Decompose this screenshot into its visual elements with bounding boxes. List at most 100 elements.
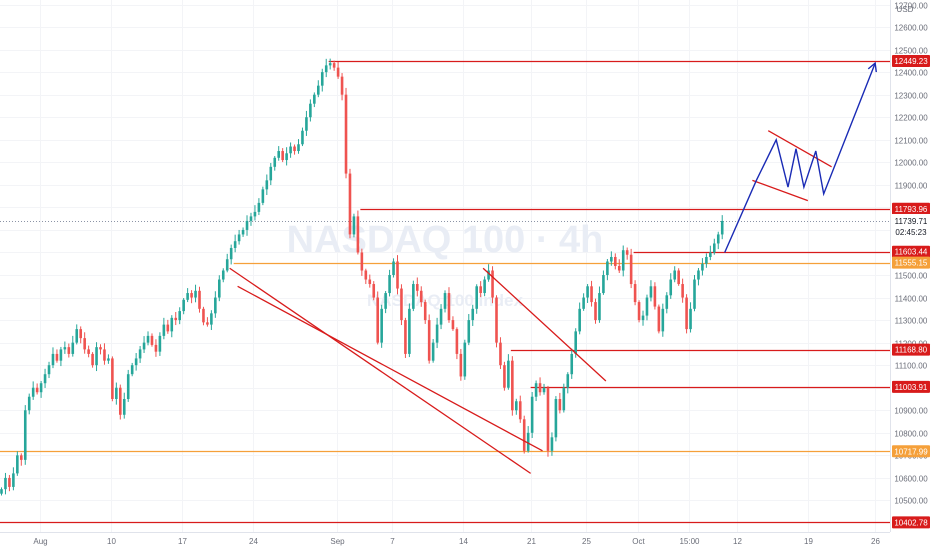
candle-body: [35, 387, 39, 393]
y-tick-label: 12400.00: [894, 69, 928, 78]
candle-body: [515, 401, 518, 411]
candle-body: [534, 383, 538, 397]
candle-body: [645, 297, 649, 316]
level-price-tag: 11168.80: [895, 346, 928, 355]
candle-body: [23, 410, 27, 460]
level-price-tag-bg: [892, 245, 930, 258]
candle-body: [443, 293, 447, 309]
level-price-tag-bg: [892, 202, 930, 215]
y-tick-label: 12500.00: [894, 47, 928, 56]
level-price-tag-bg: [892, 445, 930, 458]
candle-body: [20, 455, 23, 460]
candle-body: [166, 324, 170, 332]
candle-body: [83, 338, 86, 350]
candle-body: [0, 489, 3, 494]
candle-body: [174, 317, 178, 321]
candle-body: [340, 76, 344, 95]
candle-body: [214, 297, 217, 314]
candle-body: [693, 279, 696, 309]
candle-body: [554, 399, 558, 438]
candle-body: [368, 279, 372, 285]
candle-body: [332, 63, 336, 68]
candle-body: [309, 103, 312, 118]
candle-body: [518, 401, 522, 420]
x-tick-label: Oct: [632, 537, 645, 546]
level-price-tag-bg: [892, 343, 930, 356]
candle-body: [657, 306, 661, 332]
x-tick-label: 24: [249, 537, 258, 546]
level-price-tag-bg: [892, 55, 930, 68]
candlestick-series: [0, 58, 724, 496]
candle-body: [392, 261, 395, 276]
level-price-tag: 10717.99: [894, 447, 928, 456]
candle-body: [103, 349, 106, 361]
candle-body: [71, 342, 75, 354]
candle-body: [617, 266, 621, 271]
candle-body: [87, 349, 90, 354]
candle-body: [435, 324, 439, 343]
candle-body: [637, 302, 641, 321]
y-tick-label: 11500.00: [895, 272, 928, 281]
trendline: [482, 267, 607, 382]
candle-body: [499, 342, 502, 366]
candle-body: [681, 284, 684, 298]
x-tick-label: 10: [107, 537, 116, 546]
x-tick-label: 19: [804, 537, 813, 546]
candle-body: [4, 477, 7, 490]
candle-body: [313, 94, 316, 104]
candle-body: [439, 308, 443, 325]
y-tick-label: 12300.00: [894, 92, 928, 101]
candle-body: [380, 308, 383, 343]
level-price-tag-bg: [892, 380, 930, 393]
candle-body: [590, 286, 593, 303]
candle-body: [324, 65, 328, 73]
candle-body: [412, 284, 415, 309]
candle-body: [423, 302, 427, 321]
symbol-watermark: NASDAQ 100 · 4h: [287, 219, 604, 261]
candle-body: [503, 365, 506, 388]
time-axis[interactable]: Aug 10 17 24 Sep 7 14 21 25 Oct 15:00 12 19 26: [33, 537, 880, 546]
x-tick-label: 12: [733, 537, 742, 546]
candle-body: [344, 94, 348, 174]
candle-body: [487, 270, 490, 280]
candle-body: [269, 166, 273, 181]
candle-body: [249, 216, 253, 221]
candle-body: [578, 308, 581, 332]
candle-body: [154, 344, 158, 352]
candle-body: [150, 335, 154, 345]
candle-body: [289, 146, 292, 154]
candle-body: [59, 349, 63, 361]
candle-body: [202, 308, 205, 323]
candle-body: [566, 374, 570, 388]
y-tick-label: 12100.00: [894, 137, 928, 146]
y-tick-label: 12200.00: [894, 114, 928, 123]
candle-body: [122, 399, 126, 415]
candle-body: [384, 293, 387, 309]
candle-body: [511, 360, 514, 411]
candle-body: [16, 455, 19, 474]
x-tick-label: 26: [871, 537, 880, 546]
candle-body: [67, 347, 71, 354]
y-tick-label: 10900.00: [894, 407, 928, 416]
candle-body: [610, 256, 613, 262]
candle-body: [336, 67, 340, 77]
candle-body: [39, 383, 43, 393]
candle-body: [586, 286, 589, 298]
candle-body: [91, 353, 94, 366]
candle-body: [328, 63, 332, 66]
trendline: [237, 285, 543, 452]
candle-body: [570, 353, 574, 375]
candle-body: [431, 342, 435, 361]
candle-body: [629, 254, 633, 285]
candle-body: [162, 324, 166, 336]
candle-body: [142, 342, 146, 350]
y-tick-label: 10500.00: [894, 497, 928, 506]
current-price-tag: 11739.71: [895, 217, 928, 226]
candle-body: [297, 144, 300, 152]
candle-body: [582, 297, 585, 309]
candle-body: [455, 329, 459, 354]
candle-body: [12, 473, 15, 487]
candle-body: [419, 290, 423, 303]
candle-body: [404, 320, 407, 354]
